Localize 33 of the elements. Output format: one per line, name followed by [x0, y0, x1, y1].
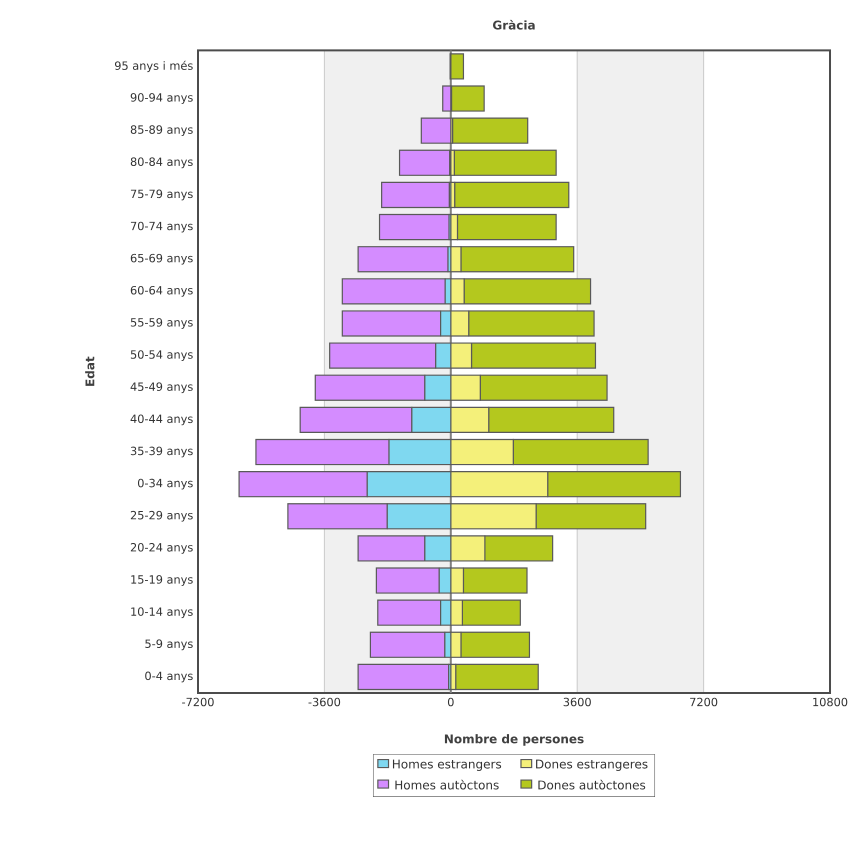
x-tick-label: -3600 [308, 698, 340, 706]
y-tick-label: 85-89 anys [130, 125, 193, 136]
y-axis-title: Edat [85, 356, 94, 386]
y-tick-label: 75-79 anys [130, 190, 193, 200]
legend-label: Homes estrangers [392, 760, 502, 771]
y-tick-label: 70-74 anys [130, 222, 193, 232]
y-tick-label: 10-14 anys [131, 607, 193, 618]
x-tick-label: 0 [448, 698, 454, 706]
legend-label: Homes autòctons [395, 780, 499, 790]
y-tick-label: 0-4 anys [145, 672, 193, 682]
x-axis-title: Nombre de persones [444, 734, 584, 746]
x-tick-label: 10800 [813, 698, 848, 706]
chart-title: Gràcia [493, 20, 535, 30]
x-tick-label: -7200 [182, 698, 214, 706]
legend-label: Dones autòctones [538, 780, 646, 790]
y-tick-label: 95 anys i més [114, 60, 193, 72]
y-tick-label: 65-69 anys [130, 254, 193, 265]
y-tick-label: 55-59 anys [130, 318, 193, 329]
x-tick-label: 3600 [564, 698, 591, 706]
y-tick-label: 20-24 anys [130, 543, 193, 554]
y-tick-label: 25-29 anys [130, 510, 193, 522]
y-tick-label: 35-39 anys [130, 446, 193, 458]
y-tick-label: 40-44 anys [130, 414, 193, 426]
y-tick-label: 60-64 anys [130, 286, 193, 297]
x-tick-label: 7200 [690, 698, 718, 706]
y-tick-label: 0-34 anys [138, 478, 193, 490]
legend-label: Dones estrangeres [536, 760, 648, 771]
y-tick-label: 5-9 anys [145, 639, 193, 650]
y-tick-label: 45-49 anys [130, 382, 193, 394]
y-tick-label: 90-94 anys [130, 93, 193, 104]
y-tick-label: 80-84 anys [130, 157, 193, 168]
y-tick-label: 50-54 anys [130, 350, 193, 361]
y-tick-label: 15-19 anys [131, 575, 193, 586]
